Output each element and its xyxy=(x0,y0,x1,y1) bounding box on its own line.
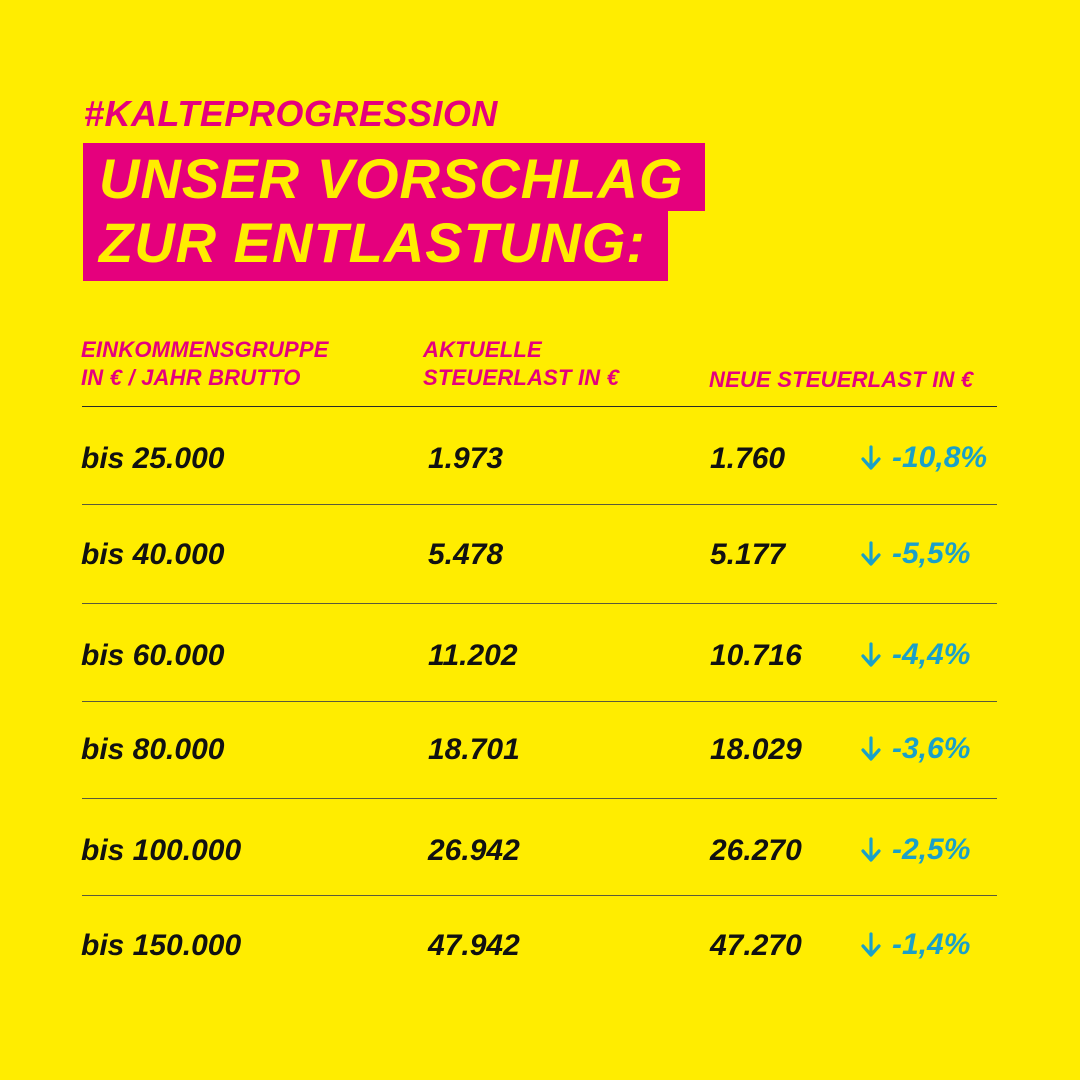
column-header-current-tax: AKTUELLE STEUERLAST IN € xyxy=(423,336,619,392)
column-header-income-group-line2: IN € / JAHR BRUTTO xyxy=(81,365,301,390)
change-value: -4,4% xyxy=(892,638,971,671)
arrow-down-icon xyxy=(861,541,881,566)
change-value: -10,8% xyxy=(892,441,988,474)
cell-income-group: bis 150.000 xyxy=(81,929,242,962)
table-row: bis 100.000 26.942 26.270 -2,5% xyxy=(0,799,1080,897)
cell-income-group: bis 100.000 xyxy=(81,834,242,867)
column-header-current-tax-line1: AKTUELLE xyxy=(423,337,542,362)
cell-current-tax: 18.701 xyxy=(428,733,520,766)
cell-new-tax: 10.716 xyxy=(710,639,802,672)
arrow-down-icon xyxy=(861,642,881,667)
title-line-1: UNSER VORSCHLAG xyxy=(83,143,706,211)
hashtag: #KALTEPROGRESSION xyxy=(84,93,498,134)
cell-income-group: bis 25.000 xyxy=(81,442,225,475)
table-divider xyxy=(82,798,997,799)
cell-income-group: bis 60.000 xyxy=(81,639,225,672)
table-divider xyxy=(82,504,997,505)
cell-new-tax: 18.029 xyxy=(710,733,802,766)
cell-change: -4,4% xyxy=(860,640,970,670)
cell-current-tax: 5.478 xyxy=(428,538,504,571)
table-row: bis 25.000 1.973 1.760 -10,8% xyxy=(0,407,1080,505)
cell-income-group: bis 40.000 xyxy=(81,538,225,571)
arrow-down-icon xyxy=(861,837,881,862)
cell-change: -2,5% xyxy=(860,835,970,865)
cell-current-tax: 47.942 xyxy=(428,929,520,962)
table-divider xyxy=(82,895,997,896)
cell-change: -3,6% xyxy=(860,734,970,764)
change-value: -1,4% xyxy=(892,928,971,961)
cell-current-tax: 26.942 xyxy=(428,834,520,867)
change-value: -5,5% xyxy=(892,537,971,570)
cell-change: -10,8% xyxy=(860,443,987,473)
arrow-down-icon xyxy=(861,932,881,957)
cell-change: -5,5% xyxy=(860,539,970,569)
column-header-income-group: EINKOMMENSGRUPPE IN € / JAHR BRUTTO xyxy=(81,336,329,392)
table-row: bis 40.000 5.478 5.177 -5,5% xyxy=(0,505,1080,603)
cell-current-tax: 1.973 xyxy=(428,442,504,475)
cell-new-tax: 26.270 xyxy=(710,834,802,867)
table-divider xyxy=(82,406,997,407)
title-line-2: ZUR ENTLASTUNG: xyxy=(83,211,668,281)
cell-new-tax: 1.760 xyxy=(710,442,786,475)
column-header-current-tax-line2: STEUERLAST IN € xyxy=(423,365,620,390)
cell-current-tax: 11.202 xyxy=(428,639,518,672)
title-block: UNSER VORSCHLAG ZUR ENTLASTUNG: xyxy=(83,143,706,281)
cell-change: -1,4% xyxy=(860,930,970,960)
table-row: bis 80.000 18.701 18.029 -3,6% xyxy=(0,702,1080,800)
cell-income-group: bis 80.000 xyxy=(81,733,225,766)
arrow-down-icon xyxy=(861,445,881,470)
table-divider xyxy=(82,701,997,702)
change-value: -3,6% xyxy=(892,732,971,765)
cell-new-tax: 5.177 xyxy=(710,538,786,571)
table-row: bis 60.000 11.202 10.716 -4,4% xyxy=(0,604,1080,702)
arrow-down-icon xyxy=(861,736,881,761)
column-header-new-tax: NEUE STEUERLAST IN € xyxy=(709,367,974,392)
table-divider xyxy=(82,603,997,604)
table-row: bis 150.000 47.942 47.270 -1,4% xyxy=(0,896,1080,994)
change-value: -2,5% xyxy=(892,833,971,866)
cell-new-tax: 47.270 xyxy=(710,929,802,962)
column-header-income-group-line1: EINKOMMENSGRUPPE xyxy=(81,337,329,362)
